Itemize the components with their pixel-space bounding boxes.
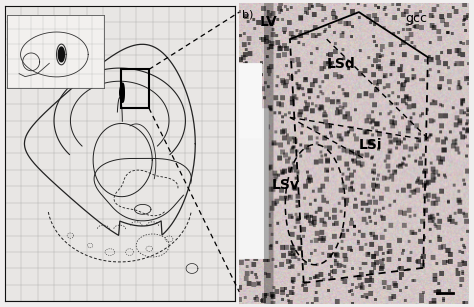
Text: LV: LV <box>260 15 278 29</box>
Text: LSi: LSi <box>359 138 383 153</box>
Text: a): a) <box>8 16 19 25</box>
Polygon shape <box>120 83 124 102</box>
Text: LSd: LSd <box>327 57 356 71</box>
Text: b): b) <box>242 9 253 19</box>
Text: LSv: LSv <box>272 177 300 192</box>
Bar <box>121 69 149 108</box>
Text: gcc: gcc <box>405 12 427 25</box>
